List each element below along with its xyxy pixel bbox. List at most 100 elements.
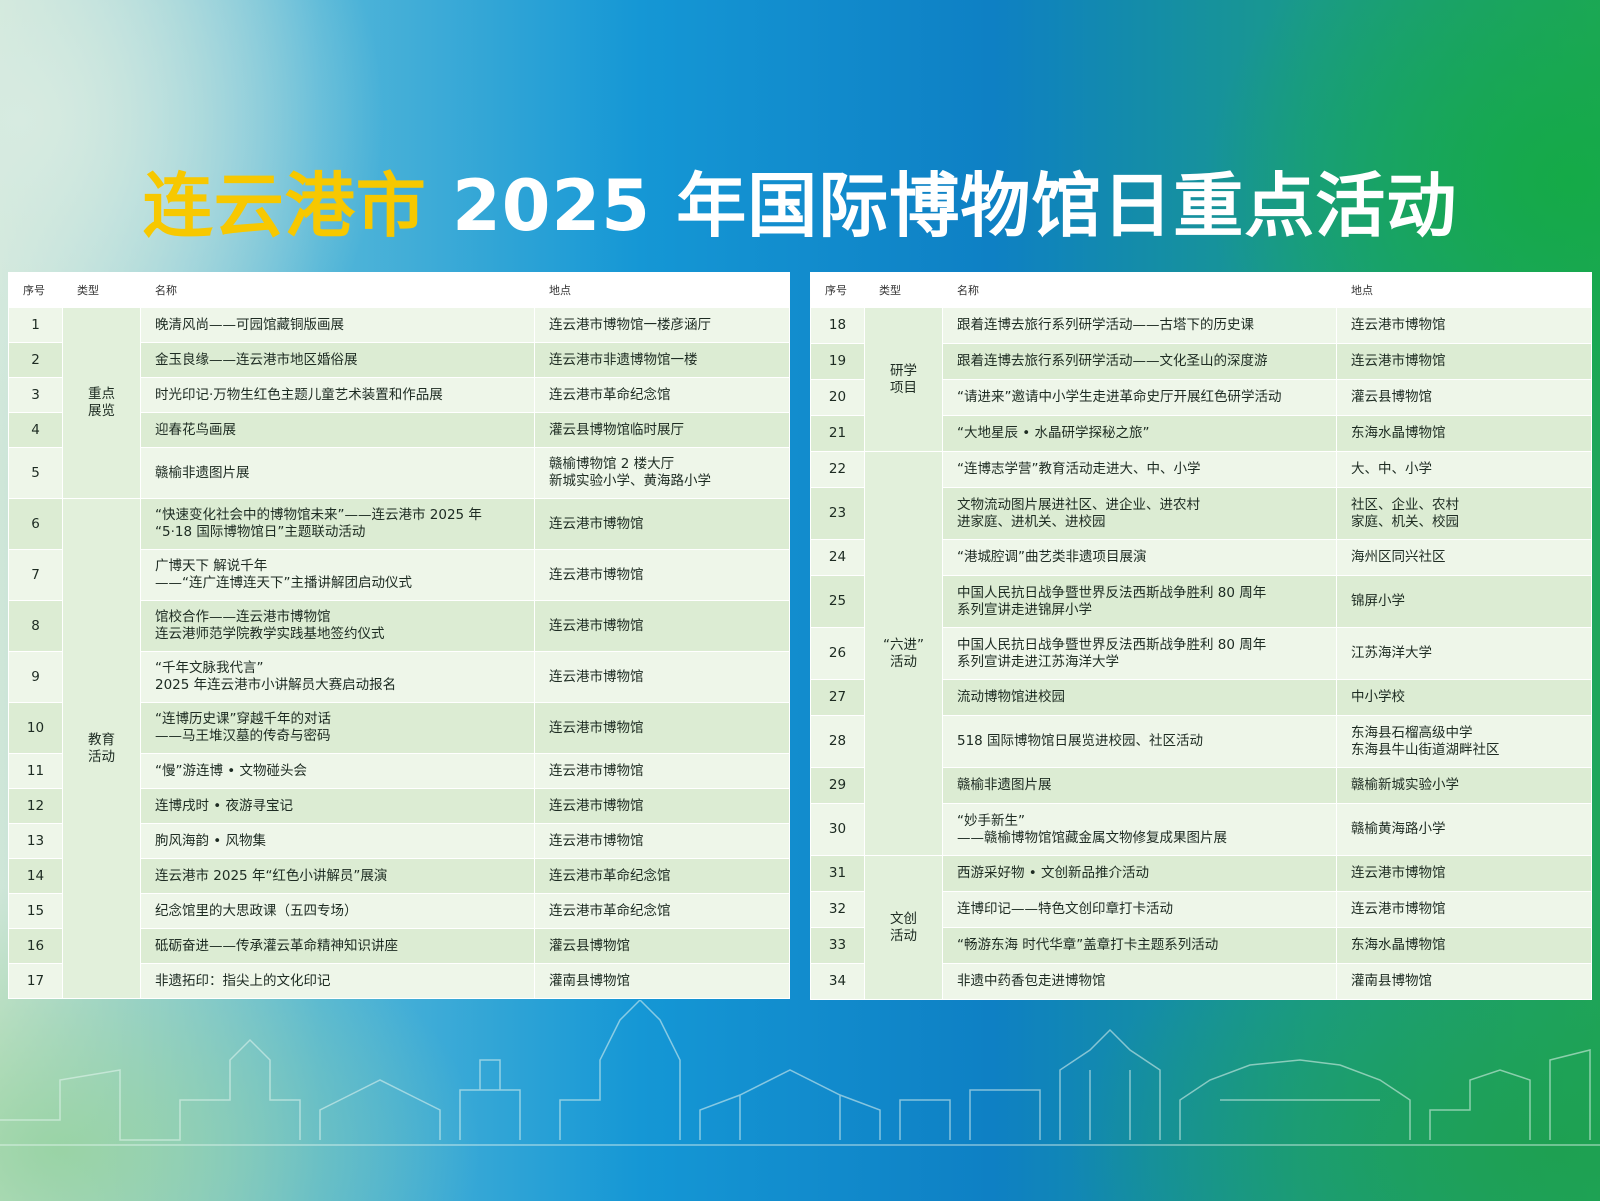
activity-name: 文物流动图片展进社区、进企业、进农村 进家庭、进机关、进校园 bbox=[942, 487, 1337, 540]
activity-place: 中小学校 bbox=[1336, 679, 1592, 716]
activity-place-line: 连云港市博物馆 bbox=[549, 832, 644, 849]
activity-name-line: “连博志学营”教育活动走进大、中、小学 bbox=[957, 461, 1201, 477]
row-number: 14 bbox=[8, 858, 63, 894]
row-number: 34 bbox=[810, 963, 865, 1000]
activity-name-line: 连云港市 2025 年“红色小讲解员”展演 bbox=[155, 867, 388, 884]
activity-name-line: 西游采好物 • 文创新品推介活动 bbox=[957, 865, 1150, 881]
activity-place: 连云港市博物馆 bbox=[1336, 855, 1592, 892]
table-row: 23 文物流动图片展进社区、进企业、进农村 进家庭、进机关、进校园 社区、企业、农村家… bbox=[810, 487, 1592, 540]
row-number: 20 bbox=[810, 379, 865, 416]
table-row: 28 518 国际博物馆日展览进校园、社区活动 东海县石榴高级中学 东海县牛山街道湖畔… bbox=[810, 715, 1592, 768]
table-row: 25 中国人民抗日战争暨世界反法西斯战争胜利 80 周年 系列宣讲走进锦屏小学 锦屏小… bbox=[810, 575, 1592, 628]
activity-name: 跟着连博去旅行系列研学活动——古塔下的历史课 bbox=[942, 307, 1337, 344]
activity-name-line: 文物流动图片展进社区、进企业、进农村 bbox=[957, 496, 1200, 513]
activity-name-line: 纪念馆里的大思政课（五四专场） bbox=[155, 902, 358, 919]
activity-place-line: 连云港市博物馆 bbox=[1351, 901, 1446, 917]
activity-place: 灌云县博物馆临时展厅 bbox=[534, 412, 790, 448]
activity-place: 赣榆新城实验小学 bbox=[1336, 767, 1592, 804]
activity-place-line: 连云港市博物馆 bbox=[549, 566, 644, 583]
activity-place: 赣榆博物馆 2 楼大厅 新城实验小学、黄海路小学 bbox=[534, 447, 790, 499]
activity-place: 连云港市博物馆 bbox=[1336, 891, 1592, 928]
row-number: 16 bbox=[8, 928, 63, 964]
activity-place-line: 连云港市博物馆一楼彦涵厅 bbox=[549, 316, 711, 333]
header-num: 序号 bbox=[810, 272, 865, 308]
activity-name: 非遗中药香包走进博物馆 bbox=[942, 963, 1337, 1000]
table-row: 18 研学 项目 跟着连博去旅行系列研学活动——古塔下的历史课 连云港市博物馆 bbox=[810, 307, 1592, 452]
header-num: 序号 bbox=[8, 272, 63, 308]
activity-name-line: 非遗中药香包走进博物馆 bbox=[957, 973, 1106, 989]
table-row: 31 文创 活动 西游采好物 • 文创新品推介活动 连云港市博物馆 bbox=[810, 855, 1592, 1000]
table-row: 27 流动博物馆进校园 中小学校 bbox=[810, 679, 1592, 716]
row-category: 重点 展览 bbox=[62, 307, 141, 499]
activity-table-left: 序号 类型 名称 地点 1 重点 展览 晚清风尚——可园馆藏铜版画展 连云港市博物馆一楼… bbox=[8, 272, 790, 999]
activity-name: 连云港市 2025 年“红色小讲解员”展演 bbox=[140, 858, 535, 894]
activity-place: 江苏海洋大学 bbox=[1336, 627, 1592, 680]
table-header-row: 序号 类型 名称 地点 bbox=[8, 272, 790, 308]
table-row: 30 “妙手新生” ——赣榆博物馆馆藏金属文物修复成果图片展 赣榆黄海路小学 bbox=[810, 803, 1592, 856]
table-header-row: 序号 类型 名称 地点 bbox=[810, 272, 1592, 308]
table-row: 2 金玉良缘——连云港市地区婚俗展 连云港市非遗博物馆一楼 bbox=[8, 342, 790, 378]
row-category: “六进” 活动 bbox=[864, 451, 943, 856]
activity-name-line: “大地星辰 • 水晶研学探秘之旅” bbox=[957, 425, 1150, 441]
header-type: 类型 bbox=[62, 272, 141, 308]
table-row: 15 纪念馆里的大思政课（五四专场） 连云港市革命纪念馆 bbox=[8, 893, 790, 929]
activity-place-line: 江苏海洋大学 bbox=[1351, 645, 1432, 661]
activity-name: 连博戌时 • 夜游寻宝记 bbox=[140, 788, 535, 824]
activity-name: “请进来”邀请中小学生走进革命史厅开展红色研学活动 bbox=[942, 379, 1337, 416]
activity-place-line: 连云港市博物馆 bbox=[549, 617, 644, 634]
activity-name: “连博历史课”穿越千年的对话 ——马王堆汉墓的传奇与密码 bbox=[140, 702, 535, 754]
activity-place: 连云港市革命纪念馆 bbox=[534, 858, 790, 894]
category-label: 活动 bbox=[88, 748, 115, 765]
activity-name-line: 连博印记——特色文创印章打卡活动 bbox=[957, 901, 1173, 917]
activity-name: 非遗拓印：指尖上的文化印记 bbox=[140, 963, 535, 999]
table-row: 8 馆校合作——连云港市博物馆 连云港师范学院教学实践基地签约仪式 连云港市博物馆 bbox=[8, 600, 790, 652]
activity-place: 赣榆黄海路小学 bbox=[1336, 803, 1592, 856]
activity-name-line: 518 国际博物馆日展览进校园、社区活动 bbox=[957, 733, 1204, 749]
table-row: 26 中国人民抗日战争暨世界反法西斯战争胜利 80 周年 系列宣讲走进江苏海洋大学江… bbox=[810, 627, 1592, 680]
activity-name-line: “千年文脉我代言” bbox=[155, 660, 264, 676]
activity-place: 连云港市博物馆 bbox=[534, 823, 790, 859]
activity-place: 灌南县博物馆 bbox=[1336, 963, 1592, 1000]
table-row: 5 赣榆非遗图片展 赣榆博物馆 2 楼大厅 新城实验小学、黄海路小学 bbox=[8, 447, 790, 499]
row-number: 28 bbox=[810, 715, 865, 768]
activity-name-line: 系列宣讲走进锦屏小学 bbox=[957, 601, 1092, 618]
activity-name-line: 连云港师范学院教学实践基地签约仪式 bbox=[155, 626, 385, 642]
activity-place: 连云港市革命纪念馆 bbox=[534, 893, 790, 929]
activity-name-line: 迎春花鸟画展 bbox=[155, 421, 236, 438]
activity-place: 连云港市博物馆 bbox=[534, 788, 790, 824]
activity-place: 灌云县博物馆 bbox=[534, 928, 790, 964]
row-number: 31 bbox=[810, 855, 865, 892]
activity-place-line: 家庭、机关、校园 bbox=[1351, 513, 1459, 530]
activity-place-line: 东海水晶博物馆 bbox=[1351, 425, 1446, 441]
header-name: 名称 bbox=[942, 272, 1337, 308]
row-number: 12 bbox=[8, 788, 63, 824]
row-number: 6 bbox=[8, 498, 63, 550]
table-row: 4 迎春花鸟画展 灌云县博物馆临时展厅 bbox=[8, 412, 790, 448]
activity-name: 赣榆非遗图片展 bbox=[942, 767, 1337, 804]
activity-place: 连云港市博物馆 bbox=[534, 651, 790, 703]
row-number: 5 bbox=[8, 447, 63, 499]
activity-place-line: 海州区同兴社区 bbox=[1351, 549, 1446, 565]
activity-place-line: 赣榆博物馆 2 楼大厅 bbox=[549, 456, 675, 472]
activity-place: 灌云县博物馆 bbox=[1336, 379, 1592, 416]
header-name: 名称 bbox=[140, 272, 535, 308]
table-row: 11 “慢”游连博 • 文物碰头会 连云港市博物馆 bbox=[8, 753, 790, 789]
activity-name-line: 晚清风尚——可园馆藏铜版画展 bbox=[155, 316, 344, 333]
city-skyline-illustration bbox=[0, 1000, 1600, 1146]
activity-name-line: 金玉良缘——连云港市地区婚俗展 bbox=[155, 351, 358, 368]
table-row: 10 “连博历史课”穿越千年的对话 ——马王堆汉墓的传奇与密码 连云港市博物馆 bbox=[8, 702, 790, 754]
row-number: 24 bbox=[810, 539, 865, 576]
table-row: 12 连博戌时 • 夜游寻宝记 连云港市博物馆 bbox=[8, 788, 790, 824]
activity-name-line: 跟着连博去旅行系列研学活动——文化圣山的深度游 bbox=[957, 353, 1268, 369]
row-number: 22 bbox=[810, 451, 865, 488]
activity-name: 馆校合作——连云港市博物馆 连云港师范学院教学实践基地签约仪式 bbox=[140, 600, 535, 652]
activity-place-line: 灌云县博物馆 bbox=[1351, 389, 1432, 405]
activity-name-line: 中国人民抗日战争暨世界反法西斯战争胜利 80 周年 bbox=[957, 584, 1267, 601]
activity-name: 连博印记——特色文创印章打卡活动 bbox=[942, 891, 1337, 928]
activity-place-line: 连云港市博物馆 bbox=[549, 797, 644, 814]
activity-name-line: “连博历史课”穿越千年的对话 bbox=[155, 711, 331, 727]
activity-name-line: 进家庭、进机关、进校园 bbox=[957, 513, 1106, 530]
table-row: 19 跟着连博去旅行系列研学活动——文化圣山的深度游 连云港市博物馆 bbox=[810, 343, 1592, 380]
row-number: 29 bbox=[810, 767, 865, 804]
activity-place: 连云港市博物馆 bbox=[534, 549, 790, 601]
